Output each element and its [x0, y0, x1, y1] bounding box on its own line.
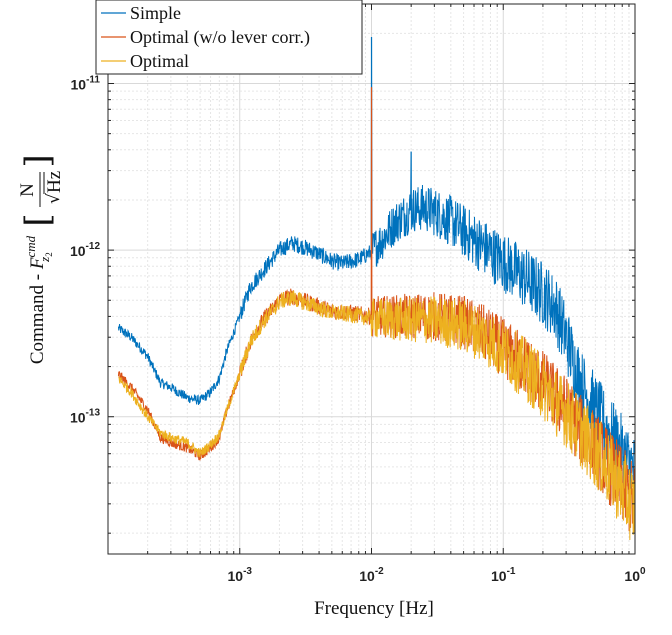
- y-tick-label: 10-11: [71, 74, 101, 92]
- y-axis-unit-sqrt: √: [44, 193, 64, 204]
- legend: Simple Optimal (w/o lever corr.) Optimal: [95, 0, 363, 75]
- y-axis-unit-numerator: N: [17, 183, 38, 197]
- legend-label-2: Optimal: [130, 51, 189, 71]
- y-axis-unit-open-bracket: [: [18, 213, 58, 226]
- legend-label-1: Optimal (w/o lever corr.): [130, 27, 310, 48]
- series-layer: [117, 37, 636, 540]
- y-tick-label: 10-12: [70, 241, 100, 259]
- y-tick-label: 10-13: [70, 408, 100, 426]
- y-axis-title-superscript: cmd: [23, 235, 38, 257]
- y-tick-labels: 10-13 10-12 10-11: [70, 74, 100, 425]
- y-axis-title: Command - Fcmdz2 [ N √ Hz ]: [17, 154, 65, 364]
- y-axis-title-subsubscript: 2: [44, 252, 54, 257]
- x-tick-label: 10-3: [228, 566, 253, 584]
- svg-text:Command - Fcmdz2: Command - Fcmdz2: [23, 235, 54, 364]
- y-axis-title-symbol: F: [27, 257, 48, 270]
- legend-label-0: Simple: [130, 3, 181, 23]
- x-tick-label: 10-1: [491, 566, 516, 584]
- y-axis-title-prefix: Command -: [27, 269, 48, 364]
- x-tick-labels: 10-3 10-2 10-1 100: [228, 566, 647, 584]
- legend-box: [95, 0, 363, 75]
- x-axis-title: Frequency [Hz]: [314, 598, 434, 619]
- y-axis-title-subscript: z: [37, 257, 52, 263]
- y-axis-unit-close-bracket: ]: [18, 154, 58, 167]
- y-axis-unit-denominator: Hz: [44, 171, 65, 193]
- x-tick-label: 10-2: [359, 566, 384, 584]
- x-tick-label: 100: [624, 566, 646, 584]
- series-line-2: [118, 290, 636, 540]
- series-line-0: [117, 37, 636, 505]
